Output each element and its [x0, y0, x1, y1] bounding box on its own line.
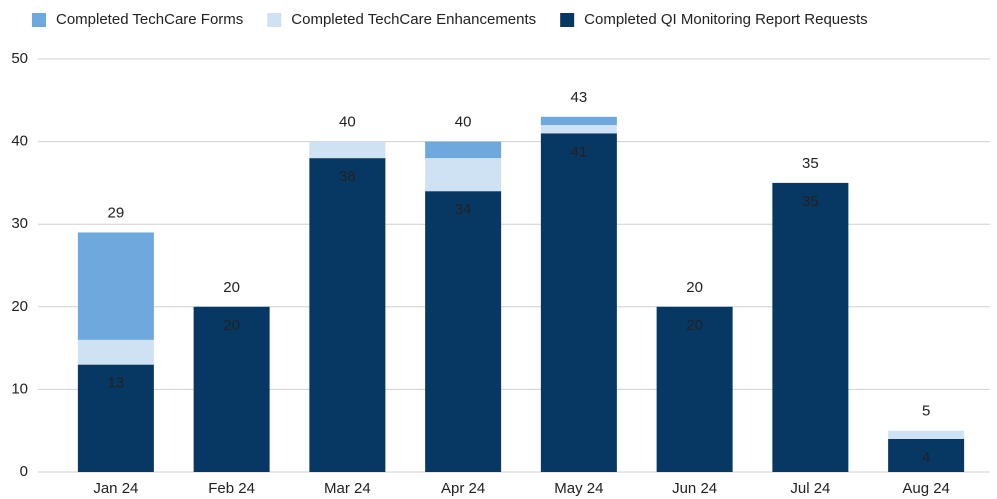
x-tick-label: Feb 24	[208, 480, 255, 497]
data-label: 13	[108, 375, 125, 392]
bar-segment	[540, 116, 617, 126]
legend-swatch	[32, 13, 46, 27]
total-label: 5	[922, 403, 930, 420]
bar-segment	[425, 158, 502, 192]
total-label: 29	[108, 204, 125, 221]
x-tick-label: Mar 24	[324, 480, 371, 497]
bar-segment	[309, 141, 386, 159]
total-label: 40	[339, 114, 356, 131]
bar-segment	[656, 306, 733, 472]
bar-segment	[540, 125, 617, 134]
y-tick-label: 20	[11, 298, 28, 315]
x-tick-label: May 24	[554, 480, 603, 497]
bar-segment	[425, 191, 502, 472]
data-label: 20	[686, 317, 703, 334]
bar-segment	[77, 364, 154, 472]
bar-segment	[309, 158, 386, 472]
bar-segment	[77, 232, 154, 340]
bar-segment	[772, 182, 849, 472]
y-tick-label: 10	[11, 380, 28, 397]
bar-segment	[888, 438, 965, 472]
y-tick-label: 0	[20, 463, 28, 480]
legend-label: Completed TechCare Forms	[56, 11, 243, 28]
legend-label: Completed QI Monitoring Report Requests	[584, 11, 867, 28]
legend-label: Completed TechCare Enhancements	[291, 11, 536, 28]
legend-swatch	[267, 13, 282, 27]
total-label: 35	[802, 155, 819, 172]
data-label: 4	[922, 449, 930, 466]
x-tick-label: Jul 24	[790, 480, 830, 497]
bar-segment	[425, 141, 502, 159]
total-label: 43	[571, 89, 588, 106]
total-label: 20	[223, 279, 240, 296]
data-label: 38	[339, 168, 356, 185]
x-tick-label: Apr 24	[441, 480, 485, 497]
data-label: 20	[223, 317, 240, 334]
bar-segment	[540, 133, 617, 472]
y-tick-label: 50	[11, 50, 28, 67]
data-label: 41	[571, 143, 588, 160]
data-label: 34	[455, 201, 472, 218]
legend-swatch	[560, 13, 575, 27]
x-tick-label: Aug 24	[902, 480, 950, 497]
total-label: 40	[455, 114, 472, 131]
bar-segment	[193, 306, 270, 472]
x-tick-label: Jun 24	[672, 480, 717, 497]
data-label: 35	[802, 193, 819, 210]
y-tick-label: 40	[11, 133, 28, 150]
x-tick-label: Jan 24	[93, 480, 138, 497]
y-tick-label: 30	[11, 215, 28, 232]
bar-segment	[888, 430, 965, 439]
bar-segment	[77, 339, 154, 365]
total-label: 20	[686, 279, 703, 296]
